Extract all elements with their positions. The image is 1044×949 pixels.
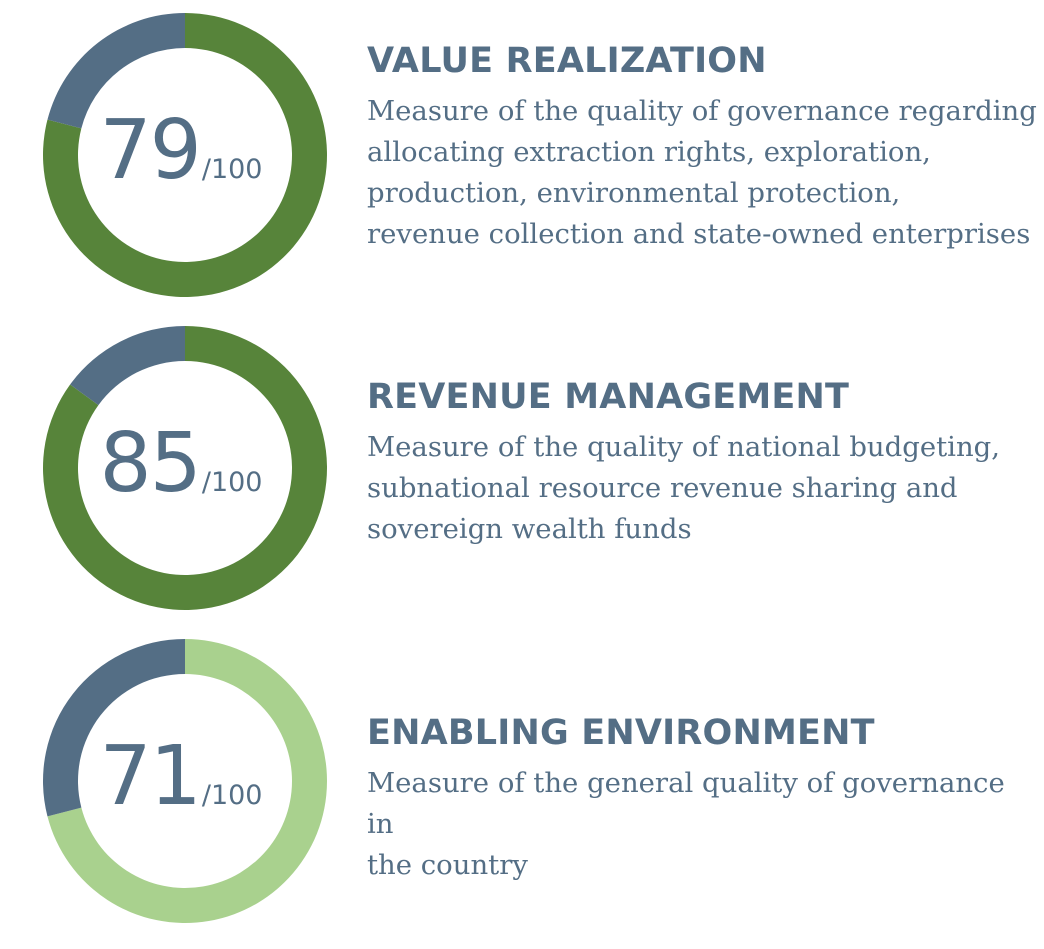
score-item-value-realization: 79 /100 VALUE REALIZATION Measure of the… [0,10,1044,310]
donut-chart: 71 /100 [40,636,330,926]
score-max: /100 [201,780,263,811]
score-item-enabling-environment: 71 /100 ENABLING ENVIRONMENT Measure of … [0,636,1044,936]
score-value: 79 [99,103,202,198]
donut-svg [43,13,327,297]
donut-svg [42,639,328,923]
donut-svg [42,326,328,610]
section-heading: VALUE REALIZATION [367,41,767,81]
section-heading: ENABLING ENVIRONMENT [367,713,875,753]
score-max: /100 [201,154,263,185]
section-description: Measure of the quality of national budge… [367,430,1001,545]
donut-chart: 79 /100 [40,10,330,300]
donut-remainder-segment [42,639,185,817]
donut-remainder-segment [70,326,185,406]
section-heading: REVENUE MANAGEMENT [367,377,850,417]
score-max: /100 [201,467,263,498]
score-value: 71 [99,729,202,824]
donut-chart: 85 /100 [40,323,330,613]
score-item-revenue-management: 85 /100 REVENUE MANAGEMENT Measure of th… [0,323,1044,623]
score-value: 85 [99,416,202,511]
donut-remainder-segment [47,13,186,129]
section-description: Measure of the general quality of govern… [367,766,1005,881]
section-description: Measure of the quality of governance reg… [367,94,1037,250]
